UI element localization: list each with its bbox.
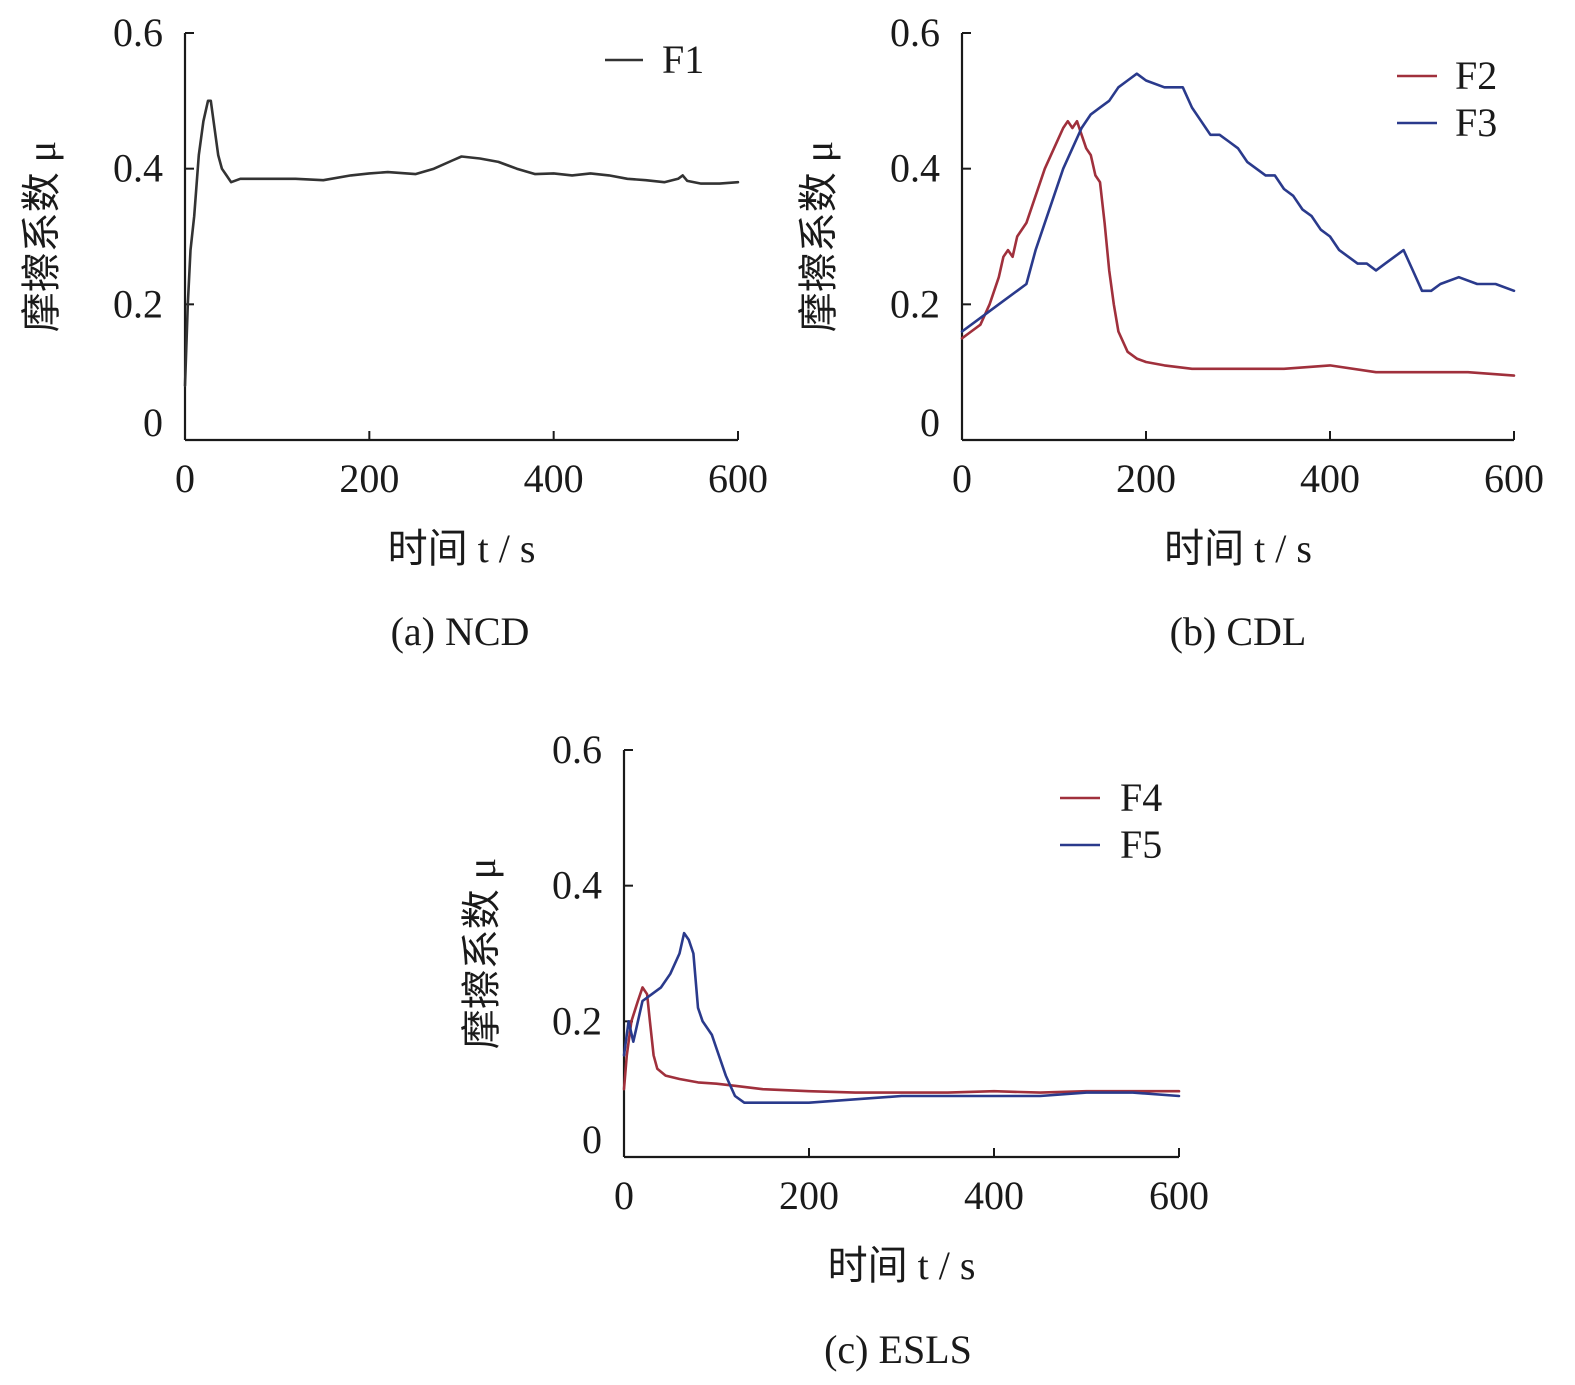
x-tick-label: 0 [614, 1173, 634, 1218]
x-tick-label: 200 [779, 1173, 839, 1218]
x-tick-label: 400 [1300, 456, 1360, 501]
x-tick-label: 200 [339, 456, 399, 501]
y-tick-label: 0.6 [890, 10, 940, 55]
series-line-f2 [960, 119, 1516, 377]
y-tick-label: 0.4 [113, 146, 163, 191]
panel-caption: (b) CDL [1170, 609, 1307, 654]
panel-caption: (c) ESLS [824, 1327, 972, 1372]
y-tick-label: 0 [920, 400, 940, 445]
legend-label-f3: F3 [1455, 100, 1497, 145]
x-tick-label: 400 [524, 456, 584, 501]
series-line-f3 [960, 72, 1516, 333]
legend-label-f4: F4 [1120, 775, 1162, 820]
legend-label-f5: F5 [1120, 822, 1162, 867]
x-tick-label: 400 [964, 1173, 1024, 1218]
x-tick-label: 200 [1116, 456, 1176, 501]
y-tick-label: 0.6 [113, 10, 163, 55]
x-tick-label: 600 [708, 456, 768, 501]
legend-label-f2: F2 [1455, 53, 1497, 98]
x-axis-title: 时间 t / s [388, 526, 536, 571]
x-tick-label: 0 [175, 456, 195, 501]
y-axis-title: 摩擦系数 μ [796, 141, 841, 332]
series-line-f5 [622, 931, 1181, 1104]
series-line-f4 [622, 986, 1181, 1094]
y-tick-label: 0.4 [890, 146, 940, 191]
legend-label-f1: F1 [662, 37, 704, 82]
y-tick-label: 0.2 [890, 281, 940, 326]
y-axis-title: 摩擦系数 μ [19, 141, 64, 332]
y-tick-label: 0.6 [552, 727, 602, 772]
y-tick-label: 0 [582, 1117, 602, 1162]
panel-caption: (a) NCD [391, 609, 530, 654]
y-axis-title: 摩擦系数 μ [459, 858, 504, 1049]
x-axis-title: 时间 t / s [1164, 526, 1312, 571]
x-tick-label: 0 [952, 456, 972, 501]
y-tick-label: 0.2 [113, 281, 163, 326]
x-tick-label: 600 [1484, 456, 1544, 501]
y-tick-label: 0 [143, 400, 163, 445]
chart-panel-1: 0 0.2 0.4 0.6 0 200 400 600 时间 t / s 摩擦系数 μ F1 (a) … [19, 10, 768, 654]
y-tick-label: 0.4 [552, 863, 602, 908]
y-tick-label: 0.2 [552, 998, 602, 1043]
x-tick-label: 600 [1149, 1173, 1209, 1218]
x-axis-title: 时间 t / s [828, 1243, 976, 1288]
series-line-f1 [183, 99, 740, 388]
